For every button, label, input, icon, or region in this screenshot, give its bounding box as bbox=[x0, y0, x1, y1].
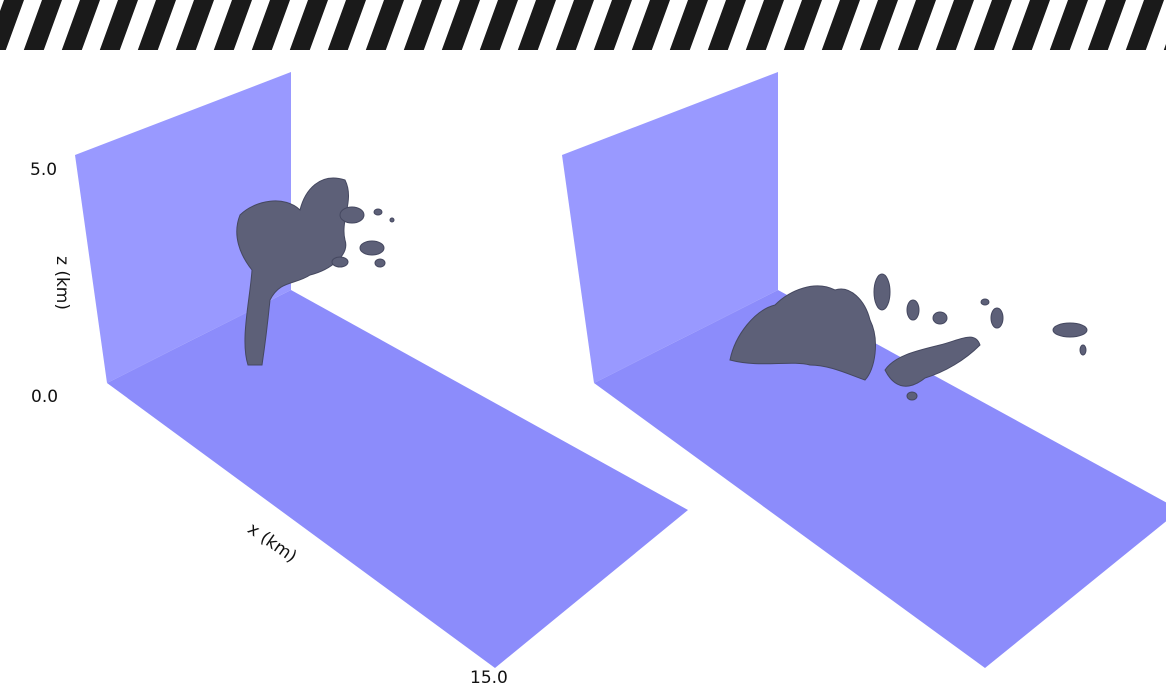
z-axis-label: z (km) bbox=[52, 256, 72, 310]
z-bottom-label: 0.0 bbox=[31, 387, 58, 407]
z-top-label: 5.0 bbox=[30, 160, 57, 180]
floor-plane bbox=[107, 290, 688, 668]
left-render: 5.0 0.0 z (km) x (km) 15.0 bbox=[30, 72, 688, 688]
x-end-label: 15.0 bbox=[470, 668, 508, 688]
back-plane bbox=[562, 72, 778, 383]
x-axis-label: x (km) bbox=[244, 519, 301, 567]
back-plane bbox=[75, 72, 291, 383]
isosurface bbox=[729, 273, 1088, 401]
striped-banner bbox=[0, 0, 1166, 50]
isosurface bbox=[236, 177, 395, 366]
right-render bbox=[562, 72, 1166, 668]
floor-plane bbox=[594, 290, 1166, 668]
